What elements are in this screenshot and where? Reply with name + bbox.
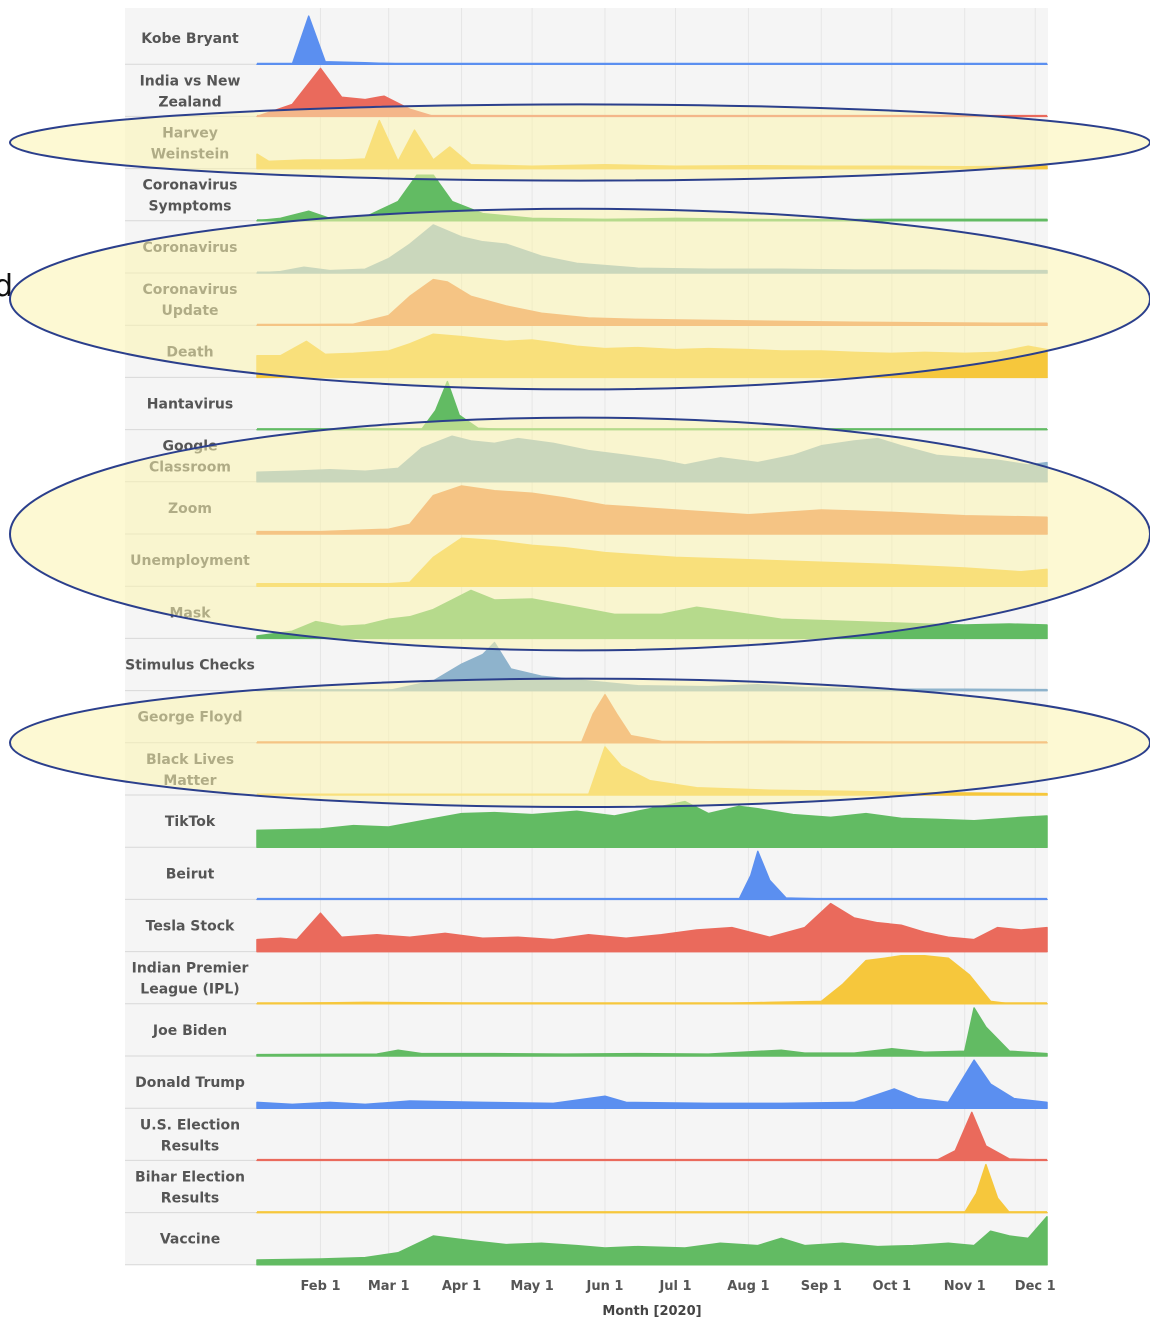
highlight-ellipse xyxy=(9,677,1150,808)
x-tick-label: Dec 1 xyxy=(1015,1279,1056,1294)
row-label: Hantavirus xyxy=(147,397,233,413)
row-label: Beirut xyxy=(166,866,215,882)
series-row: Indian Premier League (IPL) xyxy=(125,955,1048,1005)
highlight-ellipse xyxy=(9,103,1150,182)
row-label: Kobe Bryant xyxy=(141,31,239,47)
highlight-annotations xyxy=(9,103,1150,808)
x-tick-label: Oct 1 xyxy=(873,1279,912,1294)
x-axis-title: Month [2020] xyxy=(602,1304,701,1319)
x-tick-label: Aug 1 xyxy=(727,1279,769,1294)
highlight-ellipse xyxy=(9,207,1150,391)
x-tick-label: May 1 xyxy=(510,1279,553,1294)
series-area xyxy=(256,1059,1048,1109)
series-row: Beirut xyxy=(125,850,1048,901)
row-label: Results xyxy=(161,1138,219,1154)
series-area xyxy=(256,1216,1048,1266)
x-tick-label: Jul 1 xyxy=(658,1279,691,1294)
x-tick-label: Sep 1 xyxy=(801,1279,842,1294)
x-tick-label: Mar 1 xyxy=(368,1279,410,1294)
row-label: Coronavirus xyxy=(143,178,238,194)
series-row: U.S. Election Results xyxy=(125,1111,1048,1162)
series-area xyxy=(256,902,1048,953)
row-label: Donald Trump xyxy=(135,1075,245,1091)
x-tick-label: Nov 1 xyxy=(944,1279,986,1294)
row-label: League (IPL) xyxy=(140,982,239,998)
series-row: Kobe Bryant xyxy=(125,15,1048,65)
row-label: TikTok xyxy=(165,814,216,830)
x-tick-label: Feb 1 xyxy=(300,1279,340,1294)
series-area xyxy=(256,800,1048,848)
series-row: Donald Trump xyxy=(125,1059,1048,1109)
row-label: Stimulus Checks xyxy=(125,658,255,674)
row-label: Indian Premier xyxy=(132,961,249,977)
row-label: Vaccine xyxy=(160,1232,220,1248)
row-label: Zealand xyxy=(158,94,221,110)
series-row: Vaccine xyxy=(125,1216,1048,1266)
series-row: Tesla Stock xyxy=(125,902,1048,953)
series-area xyxy=(256,1007,1048,1057)
row-label: Symptoms xyxy=(148,199,231,215)
x-tick-label: Apr 1 xyxy=(442,1279,481,1294)
row-label: Results xyxy=(161,1191,219,1207)
x-axis: Month [2020] Feb 1 Mar 1 Apr 1 May 1 Jun 1 Ju… xyxy=(300,1279,1055,1319)
x-tick-label: Jun 1 xyxy=(586,1279,624,1294)
series-row: Joe Biden xyxy=(125,1007,1048,1057)
row-label: Joe Biden xyxy=(152,1023,227,1039)
row-label: U.S. Election xyxy=(140,1117,240,1133)
series-row: Bihar Election Results xyxy=(125,1163,1048,1214)
row-label: India vs New xyxy=(140,73,241,89)
highlight-ellipse xyxy=(9,416,1150,652)
row-label: Tesla Stock xyxy=(146,919,235,935)
row-label: Bihar Election xyxy=(135,1170,245,1186)
series-row: TikTok xyxy=(125,800,1048,848)
